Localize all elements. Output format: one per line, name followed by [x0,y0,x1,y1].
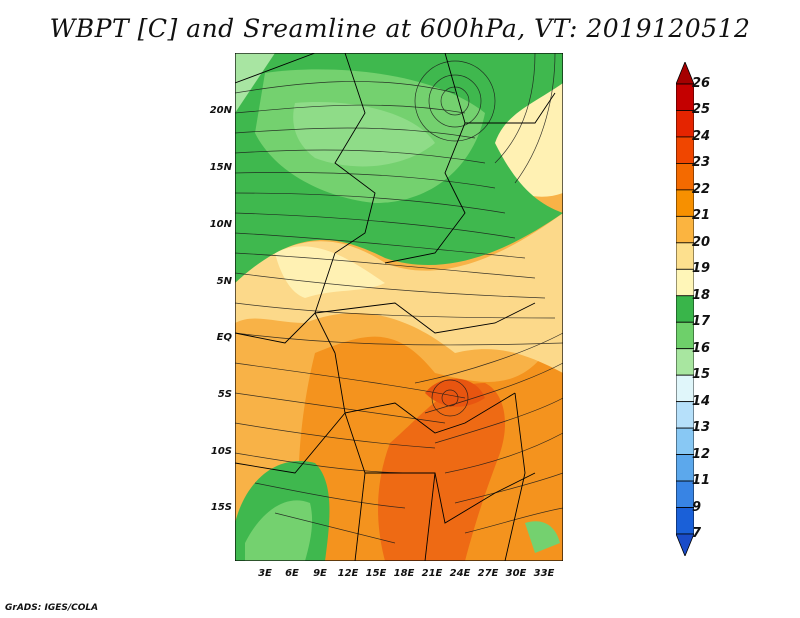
lat-label-5n: 5N [216,276,232,287]
colorbar-label: 13 [692,420,711,436]
colorbar-label: 17 [692,314,711,330]
lat-label-20n: 20N [209,105,232,116]
field-16 [235,53,275,113]
colorbar-label: 9 [692,499,702,515]
colorbar-label: 14 [692,393,711,409]
lat-label-15n: 15N [209,162,232,173]
colorbar-label: 18 [692,287,711,303]
colorbar [676,62,694,556]
colorbar-label: 12 [692,446,711,462]
lat-label-10s: 10S [210,446,232,457]
wbpt-map [235,53,563,561]
lat-label-15s: 15S [210,502,232,513]
lon-label-15e: 15E [365,568,387,579]
lon-label-18e: 18E [393,568,415,579]
lon-label-24e: 24E [449,568,471,579]
colorbar-label: 21 [692,208,711,224]
field-23b [425,378,485,407]
field-17-sw [245,500,313,561]
borders [235,53,556,561]
map-title: WBPT [C] and Sreamline at 600hPa, VT: 20… [49,14,751,43]
colorbar-label: 11 [692,473,711,489]
lon-label-6e: 6E [285,568,299,579]
colorbar-label: 25 [692,102,711,118]
colorbar-label: 7 [692,526,702,541]
colorbar-label: 24 [692,128,711,144]
colorbar-label: 23 [692,155,711,171]
lat-label-eq: EQ [216,332,232,343]
lon-label-3e: 3E [258,568,272,579]
lon-label-21e: 21E [421,568,443,579]
colorbar-label: 19 [692,261,711,277]
field-19 [275,246,385,298]
lon-label-30e: 30E [505,568,527,579]
colorbar-label: 20 [692,234,711,250]
lon-label-33e: 33E [533,568,555,579]
lat-label-10n: 10N [209,219,232,230]
colorbar-label: 16 [692,340,711,356]
colorbar-label: 26 [692,76,711,91]
field-17-se [525,521,560,553]
grads-credit: GrADS: IGES/COLA [5,603,99,613]
field-23 [378,383,505,561]
lon-label-9e: 9E [313,568,327,579]
colorbar-label: 15 [692,367,711,383]
colorbar-bottom-triangle [676,533,694,556]
lat-label-5s: 5S [217,389,232,400]
colorbar-label: 22 [692,181,711,197]
lon-label-12e: 12E [337,568,359,579]
lon-label-27e: 27E [477,568,499,579]
